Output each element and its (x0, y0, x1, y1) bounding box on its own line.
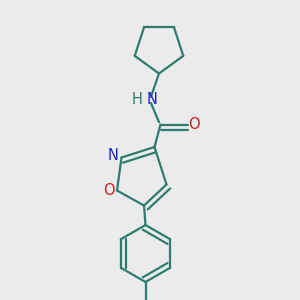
Text: H: H (132, 92, 142, 106)
Text: O: O (103, 183, 114, 198)
Text: N: N (108, 148, 118, 164)
Text: O: O (188, 117, 200, 132)
Text: N: N (147, 92, 158, 106)
